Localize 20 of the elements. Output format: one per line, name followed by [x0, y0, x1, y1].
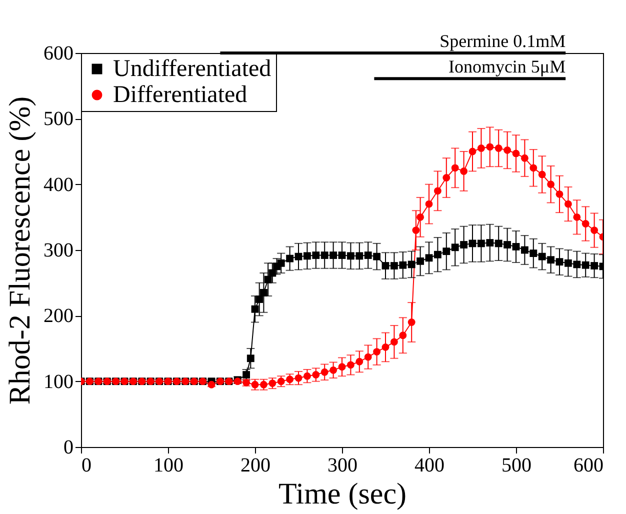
y-tick-label: 600: [44, 42, 74, 64]
y-tick-label: 400: [44, 174, 74, 196]
y-tick-label: 0: [64, 436, 74, 458]
legend-label: Undifferentiated: [113, 56, 272, 82]
x-tick-label: 600: [574, 454, 604, 476]
x-tick-label: 100: [154, 454, 184, 476]
x-tick-label: 0: [82, 454, 92, 476]
legend-label: Differentiated: [113, 82, 248, 108]
x-tick-label: 400: [414, 454, 444, 476]
y-tick-label: 300: [44, 240, 74, 262]
series-label: Spermine 0.1mM: [440, 31, 566, 51]
y-tick-label: 500: [44, 108, 74, 130]
x-tick-label: 200: [240, 454, 270, 476]
x-tick-label: 500: [502, 454, 532, 476]
x-axis-title: Time (sec): [278, 478, 407, 510]
y-tick-label: 100: [44, 370, 74, 393]
y-tick-label: 200: [44, 305, 74, 328]
series-label: Ionomycin 5μM: [448, 56, 566, 77]
y-axis-title: Rhod-2 Fluorescence (%): [4, 96, 36, 405]
x-tick-label: 300: [328, 454, 358, 476]
